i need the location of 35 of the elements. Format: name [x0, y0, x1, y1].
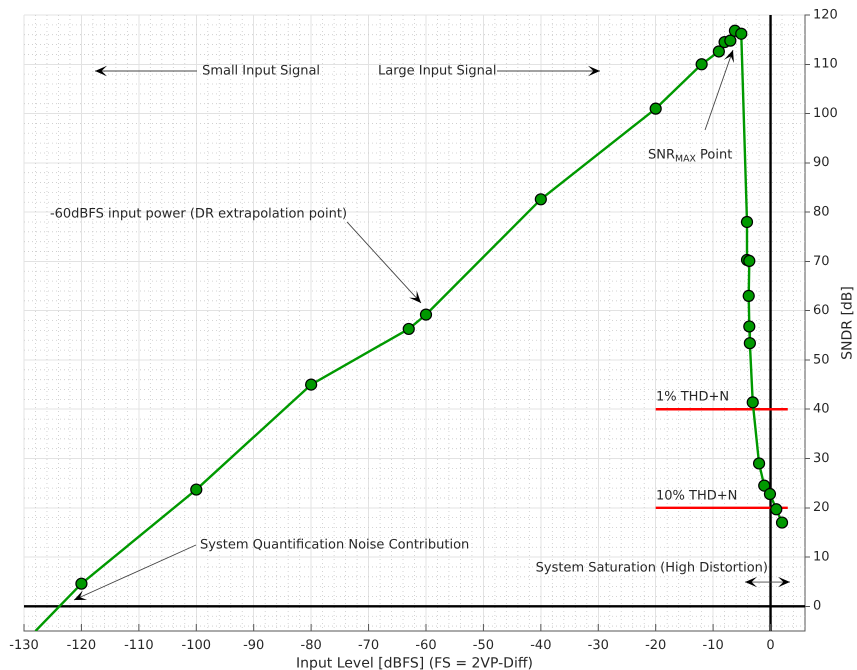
x-tick-label: -70 [358, 638, 380, 654]
y-axis-title: SNDR [dB] [840, 286, 856, 360]
y-tick-label: 80 [813, 204, 830, 220]
y-tick-label: 30 [813, 450, 830, 466]
x-tick-label: -80 [300, 638, 322, 654]
y-tick-label: 60 [813, 303, 830, 318]
x-tick-label: 0 [766, 638, 775, 654]
annotation: System Quantification Noise Contribution [200, 537, 470, 552]
y-tick-label: 120 [813, 7, 838, 22]
annotation: Small Input Signal [202, 63, 320, 78]
x-tick-label: -120 [66, 638, 96, 654]
y-tick-label: 110 [813, 56, 838, 72]
annotation: 1% THD+N [656, 389, 730, 404]
x-tick-label: -10 [702, 638, 724, 654]
annotation: Large Input Signal [378, 63, 496, 78]
y-tick-label: 40 [813, 402, 830, 417]
y-tick-label: 0 [813, 598, 822, 614]
y-tick-label: 70 [813, 254, 830, 269]
x-tick-label: -100 [182, 638, 212, 654]
x-tick-label: -20 [645, 638, 666, 654]
y-tick-label: 90 [813, 155, 830, 170]
x-tick-label: -50 [472, 638, 494, 654]
x-tick-label: -60 [415, 638, 437, 654]
annotation: System Saturation (High Distortion) [536, 560, 768, 576]
y-tick-label: 20 [813, 500, 830, 516]
x-tick-label: -40 [530, 638, 552, 654]
x-tick-label: -110 [124, 638, 154, 654]
y-tick-label: 100 [813, 106, 838, 121]
annotation: -60dBFS input power (DR extrapolation point) [50, 206, 348, 222]
annotation: 10% THD+N [656, 488, 738, 504]
y-tick-label: 50 [813, 352, 830, 368]
x-tick-label: -90 [243, 638, 264, 654]
x-tick-label: -130 [9, 638, 39, 654]
y-tick-label: 10 [813, 549, 830, 564]
x-tick-label: -30 [588, 638, 609, 654]
